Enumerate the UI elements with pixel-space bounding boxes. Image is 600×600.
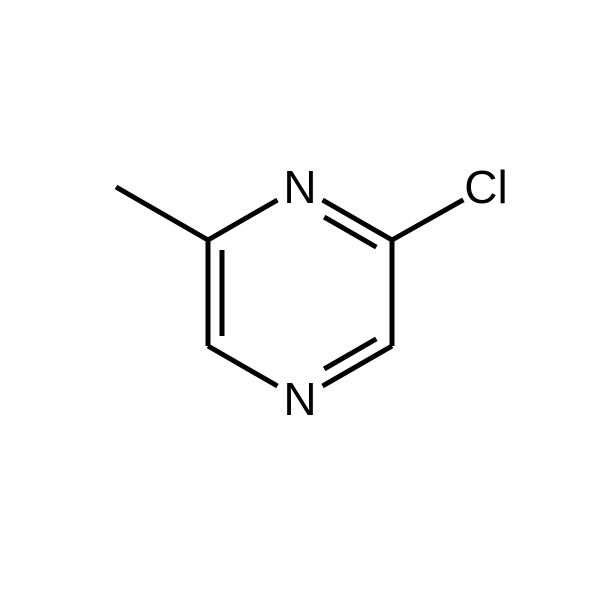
atom-label-cl: Cl	[464, 161, 507, 213]
bond	[116, 187, 208, 240]
bond	[324, 217, 376, 247]
bond	[324, 339, 376, 369]
atom-label-n: N	[283, 373, 316, 425]
molecule-diagram: N N Cl	[0, 0, 600, 600]
bond	[392, 200, 463, 240]
bond	[208, 346, 277, 386]
atom-label-n: N	[283, 161, 316, 213]
bond	[208, 200, 277, 240]
